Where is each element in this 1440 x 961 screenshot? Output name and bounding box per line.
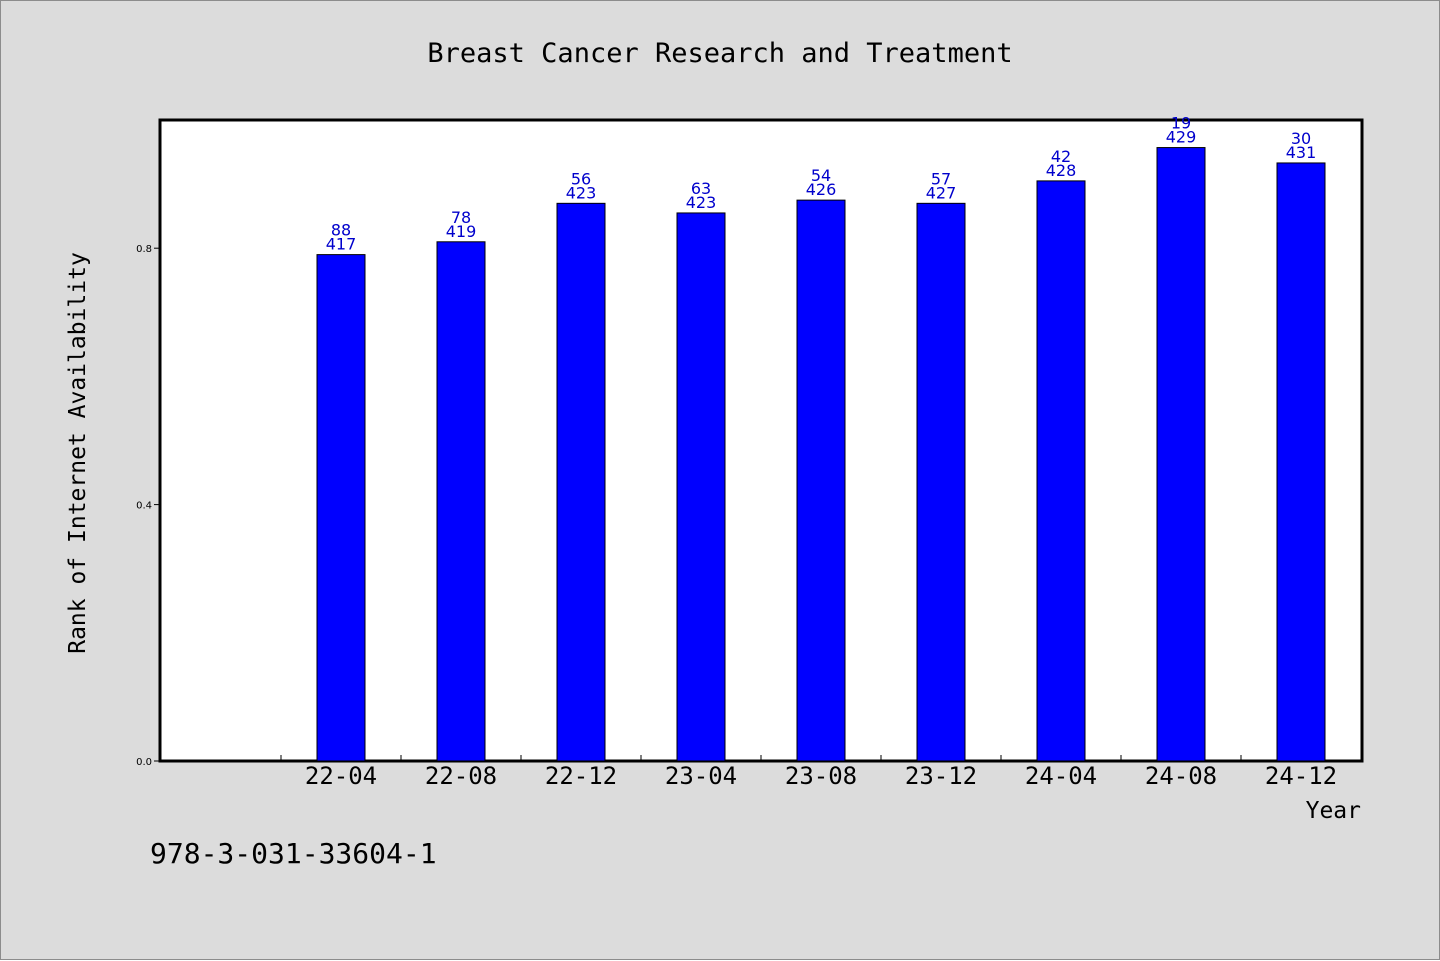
- bar-label-top: 54: [811, 166, 831, 185]
- bar-label-bottom: 419: [446, 222, 477, 241]
- x-tick-label: 24-08: [1145, 762, 1217, 790]
- bars: [316, 147, 1326, 762]
- bar-label-top: 63: [691, 179, 711, 198]
- y-axis-title: Rank of Internet Availability: [65, 252, 91, 654]
- bar-label-bottom: 431: [1286, 143, 1317, 162]
- footer-code: 978-3-031-33604-1: [150, 837, 437, 870]
- bar: [316, 254, 366, 762]
- bar: [796, 199, 846, 762]
- x-axis-ticks: [280, 755, 1362, 761]
- bar-label-top: 88: [331, 221, 351, 240]
- bar-label-bottom: 427: [926, 183, 957, 202]
- x-tick-label: 22-12: [545, 762, 617, 790]
- bar-label-top: 42: [1051, 147, 1071, 166]
- y-axis-ticks: 0.0 0.4 0.8: [136, 244, 160, 768]
- y-tick-label: 0.0: [136, 757, 152, 768]
- bar-label-bottom: 417: [326, 235, 357, 254]
- y-tick-label: 0.8: [136, 244, 152, 255]
- x-axis-labels: 22-04 22-08 22-12 23-04 23-08 23-12 24-04 24-08…: [305, 762, 1337, 790]
- x-tick-label: 23-08: [785, 762, 857, 790]
- bar: [676, 212, 726, 762]
- bar-label-bottom: 429: [1166, 128, 1197, 147]
- y-tick-label: 0.4: [136, 501, 152, 512]
- bar: [556, 202, 606, 762]
- x-tick-label: 23-04: [665, 762, 737, 790]
- bar: [1036, 180, 1086, 762]
- x-tick-label: 23-12: [905, 762, 977, 790]
- bar: [916, 202, 966, 762]
- bar-label-bottom: 423: [566, 183, 597, 202]
- x-tick-label: 22-08: [425, 762, 497, 790]
- x-tick-label: 24-04: [1025, 762, 1097, 790]
- bar-label-top: 30: [1291, 129, 1311, 148]
- bar-label-top: 78: [451, 208, 471, 227]
- bar-label-top: 57: [931, 169, 951, 188]
- bar-label-top: 19: [1171, 114, 1191, 133]
- bar-label-bottom: 423: [686, 193, 717, 212]
- x-tick-label: 22-04: [305, 762, 377, 790]
- chart-title: Breast Cancer Research and Treatment: [427, 38, 1012, 69]
- bar-label-top: 56: [571, 169, 591, 188]
- bar: [1156, 147, 1206, 762]
- bar-label-bottom: 426: [806, 180, 837, 199]
- x-axis-title: Year: [1306, 798, 1361, 824]
- x-tick-label: 24-12: [1265, 762, 1337, 790]
- bar-label-bottom: 428: [1046, 161, 1077, 180]
- bar: [1276, 162, 1326, 762]
- bar: [436, 241, 486, 762]
